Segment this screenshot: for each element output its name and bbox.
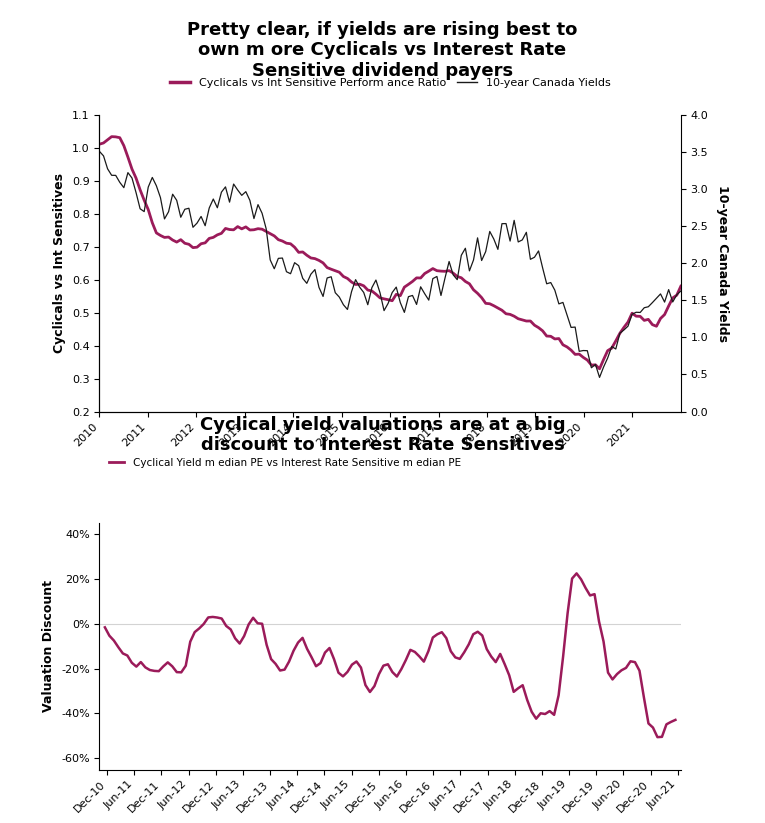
Legend: Cyclical Yield m edian PE vs Interest Rate Sensitive m edian PE: Cyclical Yield m edian PE vs Interest Ra… <box>105 453 465 472</box>
Y-axis label: Cyclicals vs Int Sensitives: Cyclicals vs Int Sensitives <box>54 174 67 353</box>
Y-axis label: Valuation Discount: Valuation Discount <box>42 580 55 712</box>
Text: Pretty clear, if yields are rising best to
own m ore Cyclicals vs Interest Rate
: Pretty clear, if yields are rising best … <box>187 21 578 80</box>
Text: Cyclical yield valuations are at a big
discount to Interest Rate Sensitives: Cyclical yield valuations are at a big d… <box>200 416 565 454</box>
Legend: Cyclicals vs Int Sensitive Perform ance Ratio, 10-year Canada Yields: Cyclicals vs Int Sensitive Perform ance … <box>165 73 615 92</box>
Y-axis label: 10-year Canada Yields: 10-year Canada Yields <box>716 185 729 342</box>
